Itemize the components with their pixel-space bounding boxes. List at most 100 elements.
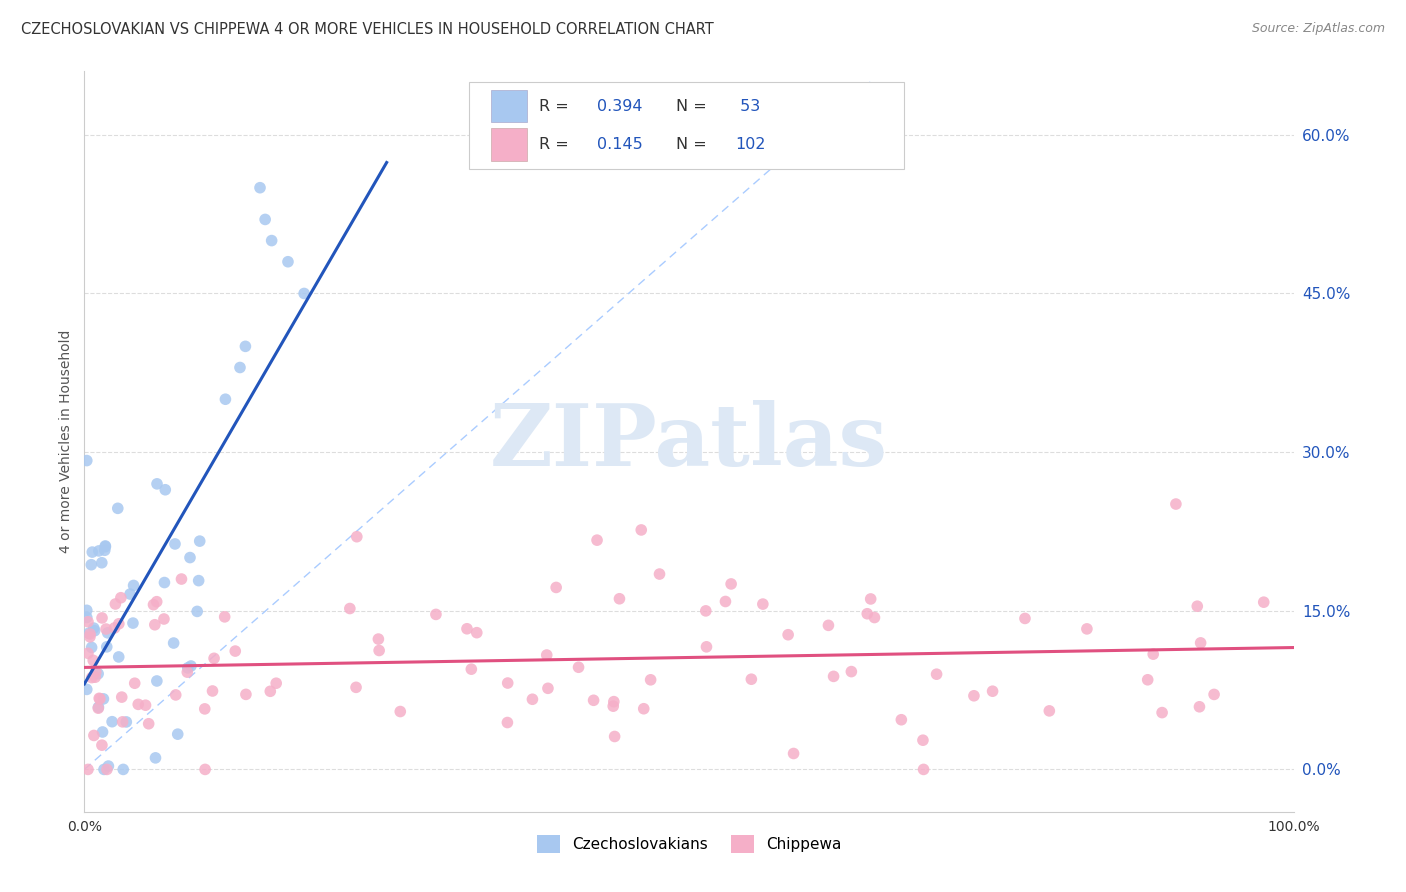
Point [695,640,717,654]
Point [536,648,558,662]
Text: 0.145: 0.145 [598,137,643,153]
Point [90,738,112,752]
Point [94,543,117,558]
Y-axis label: 4 or more Vehicles in Household: 4 or more Vehicles in Household [59,330,73,553]
Point [101,714,124,729]
Point [176,665,198,680]
Point [145,595,167,609]
Point [97,625,120,640]
Point [87,666,110,681]
Point [1136,673,1159,687]
Point [166,727,188,741]
Point [1189,636,1212,650]
Point [84,670,107,684]
Point [170,572,193,586]
Point [1164,497,1187,511]
Point [367,632,389,646]
Point [740,672,762,686]
Point [890,713,912,727]
Point [277,254,299,268]
Point [202,651,225,665]
Point [76,453,98,467]
Point [186,604,208,618]
Point [1188,699,1211,714]
Point [146,476,169,491]
Point [111,690,134,705]
Point [695,604,717,618]
Point [460,662,482,676]
Point [90,556,112,570]
Point [107,501,129,516]
Point [180,659,202,673]
Text: Source: ZipAtlas.com: Source: ZipAtlas.com [1251,22,1385,36]
Point [214,610,236,624]
Point [122,616,145,631]
Point [89,692,111,706]
Point [856,607,879,621]
Point [80,671,103,685]
Point [87,701,110,715]
Point [120,587,142,601]
Point [96,763,118,777]
Point [912,763,935,777]
Point [93,763,115,777]
Point [135,698,157,713]
Point [496,715,519,730]
Bar [491,90,527,122]
Point [346,530,368,544]
Point [630,523,652,537]
Text: R =: R = [538,99,574,113]
Point [586,533,609,548]
Text: N =: N = [676,99,711,113]
Point [94,622,117,636]
Point [79,630,101,644]
Point [537,681,560,696]
Point [82,545,104,559]
Point [94,539,117,553]
Point [153,575,176,590]
Point [83,621,105,635]
Point [214,392,236,407]
Text: 0.394: 0.394 [598,99,643,113]
Point [859,591,882,606]
Text: 53: 53 [735,99,761,113]
Point [77,626,100,640]
Point [648,567,671,582]
Point [841,665,863,679]
Point [235,687,257,701]
Point [79,627,101,641]
Point [224,644,246,658]
Point [609,591,631,606]
Point [127,698,149,712]
Legend: Czechoslovakians, Chippewa: Czechoslovakians, Chippewa [530,829,848,860]
Point [76,610,98,624]
Point [143,617,166,632]
Point [1253,595,1275,609]
Point [188,534,211,549]
Text: CZECHOSLOVAKIAN VS CHIPPEWA 4 OR MORE VEHICLES IN HOUSEHOLD CORRELATION CHART: CZECHOSLOVAKIAN VS CHIPPEWA 4 OR MORE VE… [21,22,714,37]
Point [603,730,626,744]
Point [77,615,100,629]
Point [107,649,129,664]
Point [911,733,934,747]
Point [496,676,519,690]
Point [84,665,107,679]
Point [76,603,98,617]
Point [142,598,165,612]
Point [344,681,367,695]
Point [633,702,655,716]
Point [104,621,127,635]
FancyBboxPatch shape [468,82,904,169]
Point [714,594,737,608]
Point [77,763,100,777]
Point [1038,704,1060,718]
Point [89,691,111,706]
Point [582,693,605,707]
Text: ZIPatlas: ZIPatlas [489,400,889,483]
Point [138,716,160,731]
Point [87,544,110,558]
Point [187,574,209,588]
Text: 102: 102 [735,137,765,153]
Point [1076,622,1098,636]
Point [97,759,120,773]
